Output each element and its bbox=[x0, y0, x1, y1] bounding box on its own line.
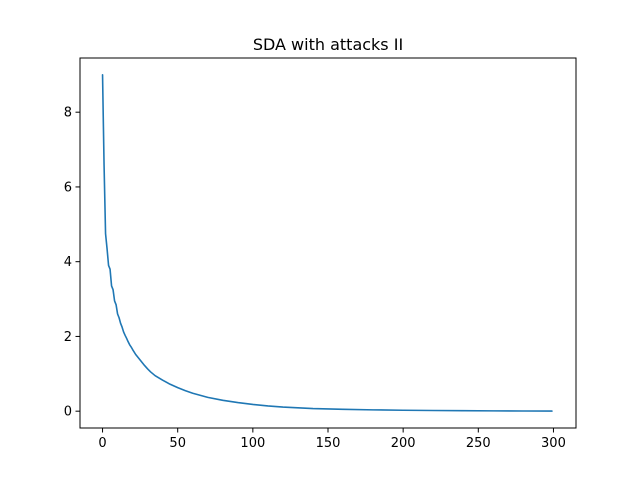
x-tick-label: 50 bbox=[169, 436, 186, 451]
series-line bbox=[101, 74, 553, 412]
x-tick-label: 0 bbox=[98, 436, 106, 451]
x-tick-label: 250 bbox=[466, 436, 491, 451]
plot-frame bbox=[79, 57, 577, 429]
series-layer bbox=[101, 74, 553, 412]
y-tick-label: 6 bbox=[64, 180, 72, 195]
x-tick-label: 100 bbox=[240, 436, 265, 451]
x-tick-label: 300 bbox=[541, 436, 566, 451]
x-tick-label: 200 bbox=[391, 436, 416, 451]
x-tick-label: 150 bbox=[316, 436, 341, 451]
y-tick-label: 0 bbox=[64, 405, 72, 420]
y-tick-label: 2 bbox=[64, 330, 72, 345]
y-tick-label: 4 bbox=[64, 255, 72, 270]
y-tick-label: 8 bbox=[64, 106, 72, 121]
axes: 0 50 100 150 200 250 300 0 2 4 6 8 bbox=[64, 106, 566, 451]
chart-title: SDA with attacks II bbox=[253, 35, 403, 54]
